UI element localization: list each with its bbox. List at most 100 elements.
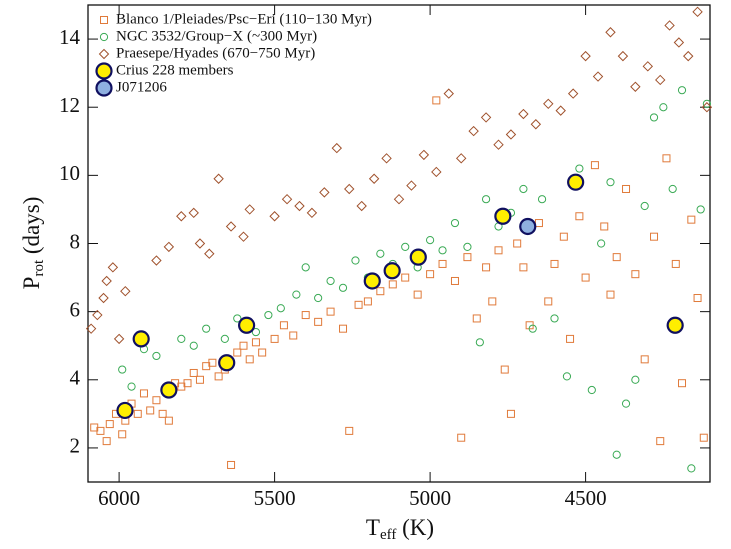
circle-marker	[189, 341, 198, 350]
square-marker	[146, 406, 155, 415]
circle-marker	[118, 365, 127, 374]
circle-marker	[426, 235, 435, 245]
diamond-marker	[356, 200, 367, 212]
big-circle-marker	[160, 381, 178, 399]
square-marker	[500, 365, 509, 374]
square-marker	[376, 287, 385, 296]
big-circle-marker	[519, 217, 537, 236]
diamond-marker	[344, 183, 355, 195]
square-marker	[413, 290, 422, 299]
diamond-marker	[393, 193, 405, 205]
square-marker	[139, 389, 148, 398]
diamond-marker	[85, 323, 97, 334]
square-marker	[233, 348, 242, 357]
square-marker	[506, 409, 515, 418]
diamond-marker	[642, 61, 654, 72]
circle-marker	[550, 314, 559, 323]
diamond-marker	[683, 50, 694, 62]
diamond-marker	[431, 166, 442, 178]
square-marker	[640, 355, 649, 364]
circle-marker	[450, 218, 460, 228]
square-marker	[438, 259, 447, 268]
square-marker	[566, 334, 575, 343]
diamond-marker	[163, 241, 175, 253]
circle-marker	[376, 249, 385, 258]
square-marker	[183, 379, 192, 388]
legend-marker	[99, 32, 109, 42]
square-marker	[463, 253, 472, 262]
square-marker	[519, 263, 528, 272]
square-marker	[339, 324, 348, 333]
circle-marker	[475, 338, 484, 347]
circle-marker	[276, 304, 285, 313]
diamond-marker	[555, 105, 566, 116]
x-tick-label: 6000	[98, 486, 140, 510]
square-marker	[314, 317, 323, 326]
circle-marker	[463, 242, 472, 252]
legend-marker	[100, 16, 108, 24]
diamond-marker	[294, 200, 305, 212]
legend-label: Crius 228 members	[116, 62, 234, 78]
circle-marker	[220, 334, 229, 343]
circle-marker	[649, 113, 659, 122]
square-marker	[612, 253, 621, 262]
square-marker	[575, 212, 584, 221]
circle-marker	[292, 290, 301, 299]
square-marker	[195, 375, 204, 384]
diamond-marker	[176, 211, 187, 222]
square-marker	[544, 297, 553, 306]
circle-marker	[668, 184, 677, 194]
diamond-marker	[98, 292, 109, 304]
circle-marker	[640, 201, 649, 211]
x-label-unit: (K)	[396, 515, 434, 540]
circle-marker	[587, 385, 596, 395]
circle-marker	[202, 324, 211, 333]
big-circle-marker	[116, 401, 134, 420]
square-marker	[251, 338, 260, 347]
diamond-marker	[113, 333, 125, 345]
square-marker	[133, 409, 142, 418]
circle-marker	[597, 239, 606, 248]
diamond-marker	[592, 71, 604, 82]
diamond-marker	[107, 262, 119, 273]
square-marker	[488, 297, 497, 306]
big-circle-marker	[567, 173, 585, 191]
square-marker	[482, 263, 491, 272]
square-marker	[363, 297, 372, 306]
circle-marker	[519, 184, 528, 194]
square-marker	[699, 433, 708, 442]
square-marker	[671, 259, 680, 268]
circle-marker	[301, 263, 310, 272]
diamond-marker	[319, 187, 330, 198]
square-marker	[345, 426, 354, 435]
circle-marker	[314, 293, 323, 303]
circle-marker	[528, 324, 537, 333]
circle-marker	[438, 246, 447, 255]
diamond-marker	[567, 88, 579, 99]
legend-marker	[98, 48, 110, 60]
diamond-marker	[225, 221, 237, 232]
diamond-marker	[406, 180, 417, 191]
circle-marker	[338, 283, 348, 292]
square-marker	[678, 379, 687, 388]
square-marker	[426, 270, 435, 279]
big-circle-marker	[218, 354, 236, 372]
circle-marker	[677, 86, 687, 95]
square-marker	[301, 311, 310, 320]
legend-label: NGC 3532/Group−X (~300 Myr)	[116, 28, 317, 44]
circle-marker	[621, 399, 631, 408]
y-tick-label: 6	[70, 297, 81, 321]
big-circle-marker	[666, 316, 684, 334]
circle-marker	[264, 310, 273, 320]
square-marker	[559, 232, 568, 241]
square-marker	[432, 96, 441, 105]
square-marker	[279, 321, 288, 330]
square-marker	[245, 355, 254, 364]
diamond-marker	[493, 139, 504, 150]
square-marker	[622, 184, 631, 193]
big-circle-marker	[132, 330, 150, 348]
legend-marker	[95, 62, 113, 80]
square-marker	[401, 273, 410, 282]
circle-marker	[687, 464, 696, 473]
